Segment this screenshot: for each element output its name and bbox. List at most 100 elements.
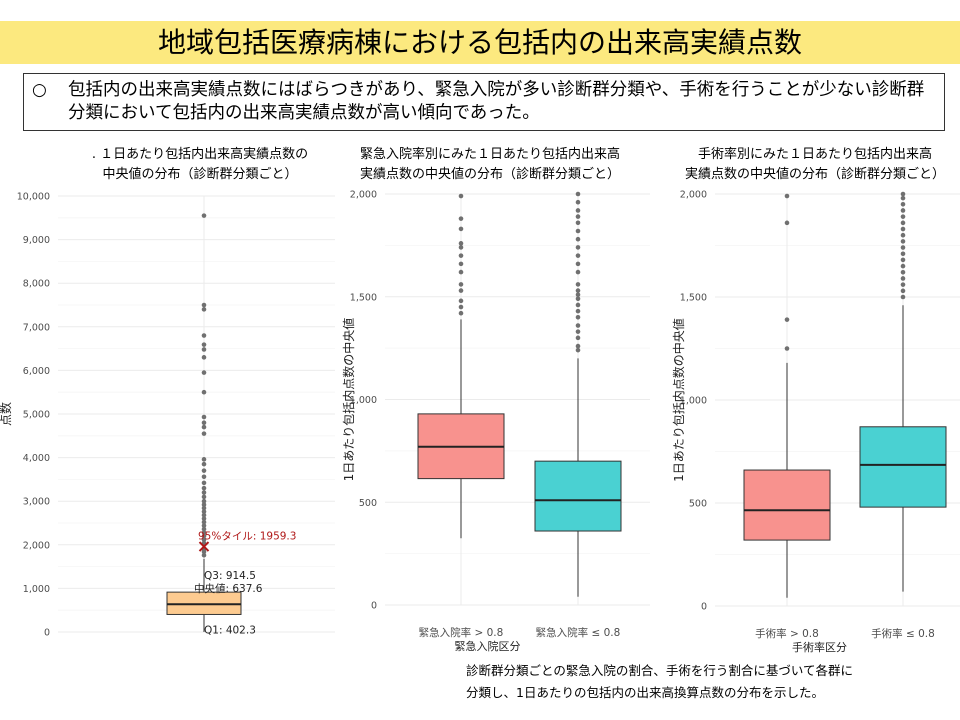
middle-outlier-point bbox=[575, 296, 581, 302]
right-ytick-label: 2,000 bbox=[680, 190, 707, 201]
left-ytick-label: 6,000 bbox=[23, 366, 50, 377]
middle-ylabel: 1日あたり包括内点数の中央値 bbox=[341, 318, 356, 482]
left-outlier-point bbox=[201, 389, 207, 395]
middle-ytick-label: 2,000 bbox=[350, 190, 377, 201]
right-outlier-point bbox=[900, 220, 906, 226]
right-ylabel: 1日あたり包括内点数の中央値 bbox=[671, 318, 686, 482]
summary-bullet: ○ bbox=[32, 80, 47, 100]
middle-outlier-point bbox=[458, 245, 464, 250]
right-outlier-point bbox=[900, 232, 906, 238]
middle-outlier-point bbox=[458, 282, 464, 287]
right-chart-title-line1: 手術率別にみた１日あたり包括内出来高 bbox=[697, 147, 932, 162]
left-outlier-point bbox=[201, 485, 207, 491]
left-outlier-point bbox=[201, 523, 207, 528]
left-outlier-point bbox=[201, 424, 207, 430]
summary-text: 包括内の出来高実績点数にはばらつきがあり、緊急入院が多い診断群分類や、手術を行う… bbox=[68, 80, 925, 123]
right-outlier-point bbox=[900, 269, 906, 275]
middle-chart-title: 緊急入院率別にみた１日あたり包括内出来高 実績点数の中央値の分布（診断群分類ごと… bbox=[340, 145, 640, 185]
right-outlier-point bbox=[900, 276, 906, 281]
middle-outlier-point bbox=[458, 261, 464, 267]
right-outlier-point bbox=[784, 220, 790, 226]
right-outlier-point bbox=[900, 294, 906, 300]
middle-outlier-point bbox=[458, 304, 464, 310]
middle-outlier-point bbox=[575, 253, 581, 258]
footnote-line2: 分類し、1日あたりの包括内の出来高換算点数の分布を示した。 bbox=[466, 685, 824, 700]
middle-outlier-point bbox=[575, 315, 581, 320]
left-outlier-point bbox=[201, 537, 207, 542]
middle-ytick-label: 1,500 bbox=[350, 292, 377, 303]
right-ytick-label: 1,500 bbox=[680, 293, 707, 304]
right-outlier-point bbox=[900, 245, 906, 250]
middle-outlier-point bbox=[575, 261, 581, 267]
right-outlier-point bbox=[784, 346, 790, 351]
left-outlier-point bbox=[201, 509, 207, 514]
left-outlier-point bbox=[201, 530, 207, 535]
left-chart-title-mark: . bbox=[91, 147, 96, 162]
footnote-line1: 診断群分類ごとの緊急入院の割合、手術を行う割合に基づいて各群に bbox=[466, 663, 854, 678]
middle-box bbox=[534, 460, 622, 532]
left-outlier-point bbox=[201, 302, 207, 308]
middle-outlier-point bbox=[458, 298, 464, 304]
left-ytick-label: 4,000 bbox=[23, 453, 50, 464]
left-outlier-point bbox=[201, 512, 207, 518]
left-chart-title-line1: １日あたり包括内出来高実績点数の bbox=[100, 147, 309, 162]
left-ytick-label: 8,000 bbox=[23, 279, 50, 290]
right-outlier-point bbox=[784, 193, 790, 199]
left-outlier-point bbox=[201, 502, 207, 507]
right-outlier-point bbox=[900, 263, 906, 269]
middle-outlier-point bbox=[458, 216, 464, 221]
left-outlier-point bbox=[201, 552, 207, 558]
left-outlier-point bbox=[201, 333, 207, 338]
left-outlier-point bbox=[201, 494, 207, 500]
left-outlier-point bbox=[201, 355, 207, 360]
left-outlier-point bbox=[201, 498, 207, 504]
left-outlier-point bbox=[201, 414, 207, 420]
right-box bbox=[859, 426, 947, 508]
right-outlier-point bbox=[900, 202, 906, 207]
middle-xlabel: 緊急入院区分 bbox=[455, 639, 521, 653]
middle-outlier-point bbox=[575, 228, 581, 234]
right-xlabel: 手術率区分 bbox=[792, 640, 847, 654]
middle-outlier-point bbox=[575, 302, 581, 308]
middle-outlier-point bbox=[575, 236, 581, 242]
right-category-label: 手術率 ≤ 0.8 bbox=[871, 627, 935, 640]
right-chart-title-line2: 実績点数の中央値の分布（診断群分類ごと） bbox=[684, 167, 945, 182]
right-outlier-point bbox=[900, 282, 906, 287]
right-outlier-point bbox=[900, 191, 906, 197]
p95-label: 95%タイル: 1959.3 bbox=[198, 531, 296, 543]
middle-outlier-point bbox=[575, 292, 581, 297]
right-ytick-label: 0 bbox=[701, 602, 707, 613]
left-outlier-point bbox=[201, 420, 207, 426]
middle-outlier-point bbox=[458, 253, 464, 258]
left-outlier-point bbox=[201, 370, 207, 375]
middle-outlier-point bbox=[575, 208, 581, 213]
q1-label: Q1: 402.3 bbox=[204, 624, 256, 636]
middle-outlier-point bbox=[575, 308, 581, 314]
left-ytick-label: 0 bbox=[44, 628, 50, 639]
left-outlier-point bbox=[201, 516, 207, 521]
left-ytick-label: 10,000 bbox=[17, 192, 50, 203]
middle-outlier-point bbox=[575, 220, 581, 226]
middle-category-label: 緊急入院率 ≤ 0.8 bbox=[536, 626, 621, 639]
right-outlier-point bbox=[900, 251, 906, 257]
right-category-label: 手術率 > 0.8 bbox=[755, 627, 819, 640]
middle-outlier-point bbox=[458, 241, 464, 246]
left-outlier-point bbox=[201, 213, 207, 218]
right-box bbox=[743, 469, 831, 541]
footnote: 診断群分類ごとの緊急入院の割合、手術を行う割合に基づいて各群に 分類し、1日あた… bbox=[466, 660, 936, 704]
q3-label: Q3: 914.5 bbox=[204, 570, 256, 582]
middle-outlier-point bbox=[575, 199, 581, 205]
middle-ytick-label: 1,000 bbox=[350, 395, 377, 406]
middle-chart-title-line1: 緊急入院率別にみた１日あたり包括内出来高 bbox=[359, 147, 620, 162]
middle-category-label: 緊急入院率 > 0.8 bbox=[419, 626, 504, 639]
left-outlier-point bbox=[201, 505, 207, 511]
middle-chart-title-line2: 実績点数の中央値の分布（診断群分類ごと） bbox=[359, 167, 620, 182]
middle-outlier-point bbox=[575, 191, 581, 197]
middle-outlier-point bbox=[575, 288, 581, 293]
right-outlier-point bbox=[900, 214, 906, 219]
middle-outlier-point bbox=[458, 310, 464, 316]
left-outlier-point bbox=[201, 519, 207, 525]
left-outlier-point bbox=[201, 342, 207, 347]
right-outlier-point bbox=[784, 317, 790, 322]
